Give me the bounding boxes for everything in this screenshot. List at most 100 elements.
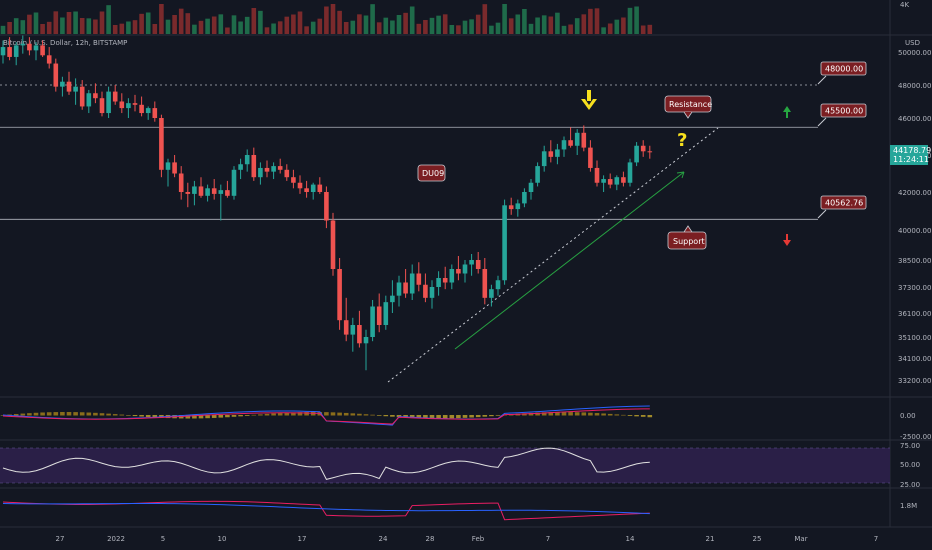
macd-histogram-bar <box>561 412 567 416</box>
macd-histogram-bar <box>145 415 151 418</box>
candle-body <box>304 188 309 192</box>
volume-bar <box>376 22 382 34</box>
macd-histogram-bar <box>46 412 52 416</box>
candle-body <box>231 169 237 196</box>
volume-bar <box>330 4 336 34</box>
label-48000[interactable]: 48000.00 <box>817 61 867 85</box>
volume-bar <box>482 4 488 35</box>
volume-bar <box>436 15 441 34</box>
volume-bar <box>469 19 474 34</box>
macd-histogram-bar <box>456 415 461 419</box>
macd-histogram-bar <box>126 415 131 416</box>
macd-histogram-bar <box>462 415 468 418</box>
support-callout[interactable]: Support <box>667 225 707 250</box>
projection-trendline[interactable] <box>454 171 685 350</box>
volume-bar <box>541 15 547 35</box>
candle-body <box>13 45 19 57</box>
candle-body <box>192 186 197 194</box>
volume-bar <box>192 24 197 34</box>
volume-bar <box>350 20 356 34</box>
candle-body <box>607 179 613 185</box>
macd-histogram-bar <box>489 415 494 417</box>
macd-histogram-bar <box>337 412 342 416</box>
volume-bar <box>515 14 521 34</box>
candle-body <box>244 155 250 165</box>
du09-callout[interactable]: DU09 <box>417 164 446 182</box>
volume-bar <box>568 24 573 34</box>
price-tick: 46000.00 <box>898 115 931 123</box>
support-box <box>667 231 707 250</box>
volume-bar <box>502 4 507 34</box>
candle-body <box>198 186 204 196</box>
macd-histogram-bar <box>581 412 587 416</box>
volume-bar <box>0 25 6 34</box>
macd-histogram-bar <box>383 415 389 417</box>
last-price-countdown: 11:24:11 <box>893 155 929 164</box>
obv-signal-line <box>2 502 650 515</box>
volume-bar <box>535 17 540 34</box>
volume-bar <box>205 18 210 34</box>
macd-histogram-bar <box>614 414 620 416</box>
candle-body <box>535 166 540 183</box>
candle-body <box>86 93 92 107</box>
macd-histogram-bar <box>93 412 98 416</box>
price-tick: 34100.00 <box>898 355 931 363</box>
volume-bar <box>284 16 290 34</box>
candle-body <box>423 284 428 298</box>
volume-bar <box>258 10 263 35</box>
macd-histogram-bar <box>357 413 362 416</box>
macd-histogram-bar <box>475 415 481 418</box>
volume-bar <box>574 18 580 34</box>
volume-bars <box>0 4 653 35</box>
macd-histogram-bar <box>416 415 422 419</box>
volume-bar <box>53 11 59 35</box>
resistance-text: Resistance <box>669 100 712 109</box>
volume-bar <box>66 12 72 34</box>
candle-body <box>555 149 560 157</box>
price-tick: 33200.00 <box>898 377 931 385</box>
candle-body <box>548 151 554 157</box>
green-up-arrow-icon <box>783 106 791 118</box>
price-tick: 35100.00 <box>898 334 931 342</box>
macd-histogram-bar <box>568 412 573 416</box>
volume-bar <box>601 27 606 34</box>
macd-histogram-bar <box>20 413 26 416</box>
macd-histogram-bar <box>634 415 639 417</box>
candle-body <box>53 63 59 87</box>
macd-histogram-bar <box>198 415 204 419</box>
volume-bar <box>106 5 111 35</box>
volume-bar <box>548 16 554 34</box>
volume-bar <box>416 23 422 34</box>
candle-body <box>489 289 494 298</box>
obv-indicator <box>2 500 650 521</box>
volume-bar <box>363 15 369 34</box>
macd-signal-line <box>2 408 650 425</box>
candle-body <box>271 166 276 172</box>
candle-body <box>522 192 527 204</box>
macd-histogram-bar <box>33 412 39 416</box>
label-45500-leader <box>817 117 827 127</box>
resistance-callout[interactable]: Resistance <box>664 95 712 119</box>
price-tick: 40000.00 <box>898 227 931 235</box>
volume-bar <box>244 16 250 34</box>
date-tick: 25 <box>753 535 762 543</box>
label-45500[interactable]: 45500.00 <box>817 103 867 127</box>
volume-bar <box>238 21 243 34</box>
volume-bar <box>403 12 408 35</box>
candle-body <box>324 192 329 221</box>
macd-histogram-bar <box>13 414 19 416</box>
volume-bar <box>40 24 45 34</box>
macd-histogram-bar <box>607 413 613 416</box>
candle-body <box>139 104 144 114</box>
candle-body <box>159 118 164 170</box>
macd-histogram-bar <box>53 412 59 416</box>
volume-bar <box>60 17 65 34</box>
date-tick: 17 <box>298 535 307 543</box>
volume-bar <box>291 14 296 34</box>
candle-body <box>403 282 408 294</box>
macd-histogram-bar <box>112 414 118 416</box>
candle-body <box>442 278 448 283</box>
label-40562[interactable]: 40562.76 <box>817 195 867 219</box>
label-45500-text: 45500.00 <box>825 107 863 116</box>
